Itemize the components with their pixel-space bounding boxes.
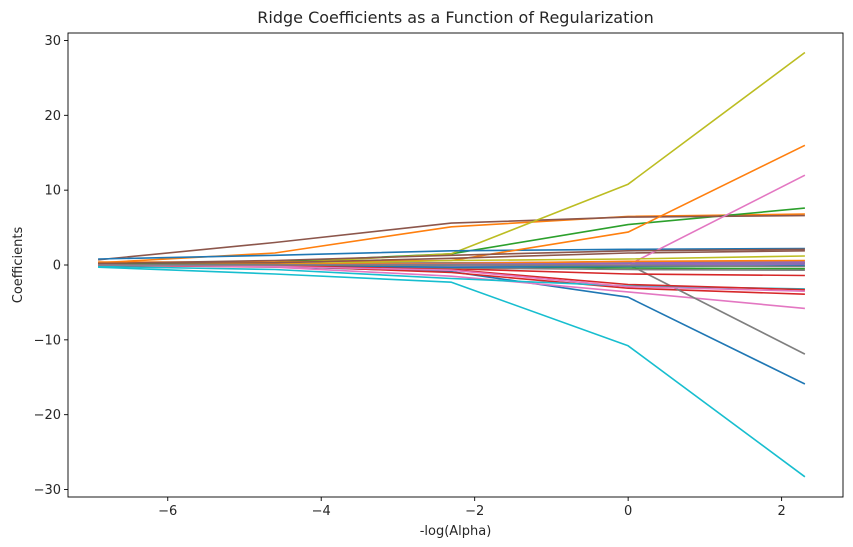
x-tick-label: −2 xyxy=(465,504,484,519)
x-axis-label: -log(Alpha) xyxy=(420,524,492,539)
series-line-1 xyxy=(98,262,806,385)
series-line-26 xyxy=(98,248,805,265)
y-tick-label: 30 xyxy=(44,34,61,49)
series-line-9 xyxy=(98,51,806,266)
y-axis-label: Coefficients xyxy=(11,227,26,304)
y-tick-label: 0 xyxy=(53,259,61,274)
x-axis: −6 −4 −2 0 2 xyxy=(158,497,786,519)
series-line-6 xyxy=(98,214,805,261)
x-tick-label: 0 xyxy=(624,504,632,519)
y-axis: −30 −20 −10 0 10 20 30 xyxy=(34,34,68,498)
chart-title: Ridge Coefficients as a Function of Regu… xyxy=(257,8,653,27)
x-tick-label: −6 xyxy=(158,504,177,519)
series-line-16 xyxy=(98,250,805,265)
plot-series xyxy=(98,51,806,478)
y-tick-label: 20 xyxy=(44,109,61,124)
y-tick-label: −20 xyxy=(34,408,61,423)
x-tick-label: −4 xyxy=(312,504,331,519)
series-line-12 xyxy=(98,144,806,263)
series-line-11 xyxy=(98,247,805,260)
x-tick-label: 2 xyxy=(777,504,785,519)
y-tick-label: −10 xyxy=(34,333,61,348)
y-tick-label: 10 xyxy=(44,184,61,199)
series-line-28 xyxy=(98,264,805,268)
series-line-10 xyxy=(98,266,806,478)
series-line-27 xyxy=(98,264,805,292)
y-tick-label: −30 xyxy=(34,483,61,498)
